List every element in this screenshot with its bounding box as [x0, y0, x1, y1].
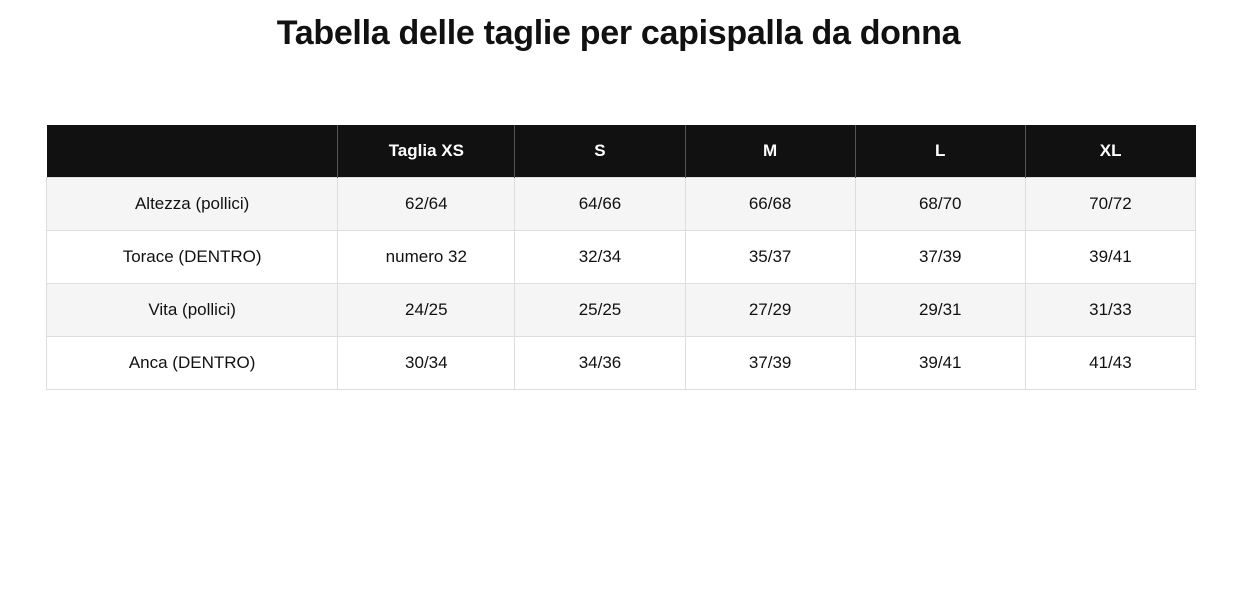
table-cell: 25/25: [514, 283, 686, 337]
header-cell: Taglia XS: [337, 125, 515, 178]
header-cell: L: [854, 125, 1026, 178]
header-row: Taglia XS S M L XL: [46, 125, 1196, 178]
table-cell: 64/66: [514, 177, 686, 231]
table-cell: 30/34: [337, 336, 516, 390]
table-row: Torace (DENTRO) numero 32 32/34 35/37 37/39 3…: [45, 230, 1197, 284]
table-cell: 31/33: [1024, 283, 1197, 337]
table-cell: 41/43: [1024, 336, 1197, 390]
row-label: Anca (DENTRO): [45, 336, 339, 390]
table-cell: 62/64: [337, 177, 516, 231]
header-cell: [46, 125, 338, 178]
table-cell: 35/37: [684, 230, 856, 284]
table-cell: 29/31: [854, 283, 1026, 337]
table-cell: 39/41: [854, 336, 1026, 390]
page-title: Tabella delle taglie per capispalla da d…: [276, 14, 961, 52]
table-cell: 70/72: [1024, 177, 1197, 231]
table-cell: 27/29: [684, 283, 856, 337]
table-cell: 68/70: [854, 177, 1026, 231]
row-label: Vita (pollici): [45, 283, 339, 337]
size-table: Taglia XS S M L XL Altezza (pollici) 62/64 64/…: [45, 125, 1197, 390]
table-cell: 39/41: [1024, 230, 1197, 284]
table-cell: 32/34: [514, 230, 686, 284]
table-row: Anca (DENTRO) 30/34 34/36 37/39 39/41 41/43: [45, 336, 1197, 390]
table-cell: 37/39: [854, 230, 1026, 284]
row-label: Altezza (pollici): [45, 177, 339, 231]
table-row: Altezza (pollici) 62/64 64/66 66/68 68/70 70/…: [45, 177, 1197, 231]
header-cell: M: [684, 125, 856, 178]
table-cell: 37/39: [684, 336, 856, 390]
table-cell: 34/36: [514, 336, 686, 390]
table-cell: numero 32: [337, 230, 516, 284]
table-body: Altezza (pollici) 62/64 64/66 66/68 68/70 70/…: [45, 177, 1197, 390]
header-cell: S: [514, 125, 686, 178]
row-label: Torace (DENTRO): [45, 230, 339, 284]
table-cell: 24/25: [337, 283, 516, 337]
table-row: Vita (pollici) 24/25 25/25 27/29 29/31 31/33: [45, 283, 1197, 337]
table-cell: 66/68: [684, 177, 856, 231]
header-cell: XL: [1024, 125, 1196, 178]
